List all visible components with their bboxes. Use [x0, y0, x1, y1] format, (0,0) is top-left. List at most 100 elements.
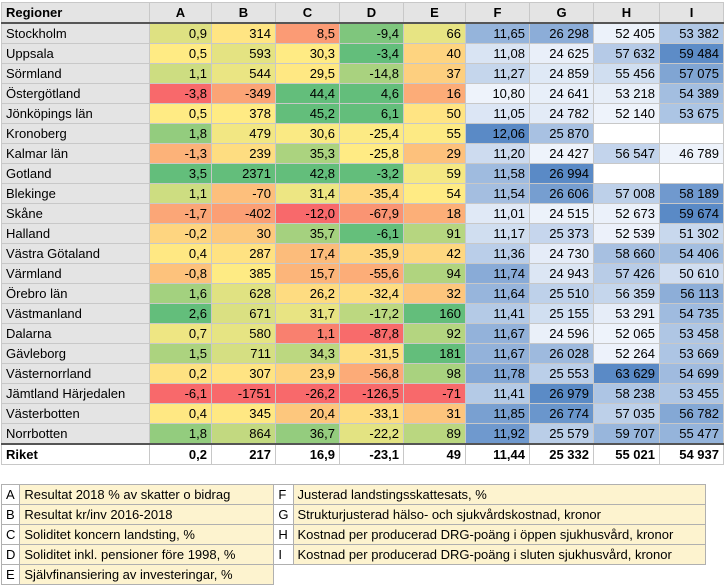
cell-g: 25 155	[529, 303, 594, 324]
cell-h	[593, 123, 660, 144]
legend-description: Soliditet koncern landsting, %	[19, 524, 275, 545]
cell-g: 26 298	[529, 22, 594, 44]
header-col-f: F	[465, 2, 530, 24]
region-name: Örebro län	[1, 283, 150, 304]
cell-c: -26,2	[275, 383, 340, 404]
header-col-i: I	[659, 2, 724, 24]
cell-i: 59 484	[659, 43, 724, 64]
cell-g: 24 859	[529, 63, 594, 84]
cell-e: 160	[403, 303, 466, 324]
cell-b: 217	[211, 443, 276, 465]
table-row: Västernorrland 0,2 307 23,9 -56,8 98 11,78 25 5…	[1, 363, 724, 384]
cell-d: -126,5	[339, 383, 404, 404]
cell-d: -3,4	[339, 43, 404, 64]
region-name: Gävleborg	[1, 343, 150, 364]
cell-d: -14,8	[339, 63, 404, 84]
cell-g: 25 870	[529, 123, 594, 144]
cell-h: 58 660	[593, 243, 660, 264]
legend-description: Kostnad per producerad DRG-poäng i slute…	[292, 544, 706, 565]
cell-e: 89	[403, 423, 466, 445]
cell-c: 34,3	[275, 343, 340, 364]
cell-g: 26 606	[529, 183, 594, 204]
cell-i: 54 699	[659, 363, 724, 384]
legend-row: C Soliditet koncern landsting, % H Kostnad …	[0, 524, 706, 545]
table-row: Västra Götaland 0,4 287 17,4 -35,9 42 11,36 24 …	[1, 243, 724, 264]
table-row: Jönköpings län 0,5 378 45,2 6,1 50 11,05 24 782…	[1, 103, 724, 124]
legend-description: Soliditet inkl. pensioner före 1998, %	[19, 544, 275, 565]
cell-f: 11,08	[465, 43, 530, 64]
cell-g: 24 515	[529, 203, 594, 224]
cell-f: 11,67	[465, 343, 530, 364]
table-row: Blekinge 1,1 -70 31,4 -35,4 54 11,54 26 606 57 0…	[1, 183, 724, 204]
cell-e: 98	[403, 363, 466, 384]
cell-c: 26,2	[275, 283, 340, 304]
cell-c: 31,7	[275, 303, 340, 324]
cell-b: 711	[211, 343, 276, 364]
region-name: Jönköpings län	[1, 103, 150, 124]
cell-h: 59 707	[593, 423, 660, 445]
cell-c: 30,3	[275, 43, 340, 64]
cell-i	[659, 123, 724, 144]
header-regioner: Regioner	[1, 2, 150, 24]
cell-d: -55,6	[339, 263, 404, 284]
cell-e: 40	[403, 43, 466, 64]
cell-i: 57 075	[659, 63, 724, 84]
cell-h: 55 021	[593, 443, 660, 465]
cell-f: 11,58	[465, 163, 530, 184]
cell-f: 12,06	[465, 123, 530, 144]
cell-e: 94	[403, 263, 466, 284]
region-name: Gotland	[1, 163, 150, 184]
legend-code: D	[0, 544, 21, 565]
legend-description: Självfinansiering av investeringar, %	[19, 564, 275, 585]
cell-a: -0,8	[149, 263, 212, 284]
table-row: Dalarna 0,7 580 1,1 -87,8 92 11,67 24 596 52 065…	[1, 323, 724, 344]
region-name: Jämtland Härjedalen	[1, 383, 150, 404]
cell-a: -3,8	[149, 83, 212, 104]
cell-f: 10,80	[465, 83, 530, 104]
cell-e: 59	[403, 163, 466, 184]
cell-i: 50 610	[659, 263, 724, 284]
cell-e: 55	[403, 123, 466, 144]
cell-b: 385	[211, 263, 276, 284]
cell-f: 11,41	[465, 303, 530, 324]
cell-f: 11,17	[465, 223, 530, 244]
cell-a: 1,8	[149, 423, 212, 445]
table-header-row: Regioner A B C D E F G H I	[1, 2, 724, 24]
table-row: Gävleborg 1,5 711 34,3 -31,5 181 11,67 26 028 52…	[1, 343, 724, 364]
cell-f: 11,41	[465, 383, 530, 404]
cell-e: 49	[403, 443, 466, 465]
region-name: Västerbotten	[1, 403, 150, 424]
cell-b: 378	[211, 103, 276, 124]
cell-h: 56 359	[593, 283, 660, 304]
cell-a: 0,9	[149, 22, 212, 44]
cell-f: 11,64	[465, 283, 530, 304]
cell-g: 24 625	[529, 43, 594, 64]
table-row: Jämtland Härjedalen -6,1 -1751 -26,2 -126,5-…	[1, 383, 724, 404]
cell-b: 314	[211, 22, 276, 44]
cell-e: 54	[403, 183, 466, 204]
cell-f: 11,27	[465, 63, 530, 84]
region-name: Norrbotten	[1, 423, 150, 445]
legend-description: Strukturjusterad hälso- och sjukvårdskos…	[292, 504, 706, 525]
cell-b: 544	[211, 63, 276, 84]
cell-f: 11,85	[465, 403, 530, 424]
cell-i: 53 458	[659, 323, 724, 344]
header-col-e: E	[403, 2, 466, 24]
table-row: Östergötland -3,8 -349 44,4 4,6 16 10,80 24 641…	[1, 83, 724, 104]
cell-f: 11,74	[465, 263, 530, 284]
header-col-b: B	[211, 2, 276, 24]
cell-h: 57 035	[593, 403, 660, 424]
cell-h: 57 632	[593, 43, 660, 64]
cell-h: 63 629	[593, 363, 660, 384]
cell-i: 53 675	[659, 103, 724, 124]
cell-i: 53 669	[659, 343, 724, 364]
region-name: Riket	[1, 443, 150, 465]
cell-d: -87,8	[339, 323, 404, 344]
cell-c: 29,5	[275, 63, 340, 84]
header-col-h: H	[593, 2, 660, 24]
cell-g: 24 641	[529, 83, 594, 104]
cell-d: -33,1	[339, 403, 404, 424]
cell-a: 0,7	[149, 323, 212, 344]
cell-g: 24 943	[529, 263, 594, 284]
cell-b: 307	[211, 363, 276, 384]
